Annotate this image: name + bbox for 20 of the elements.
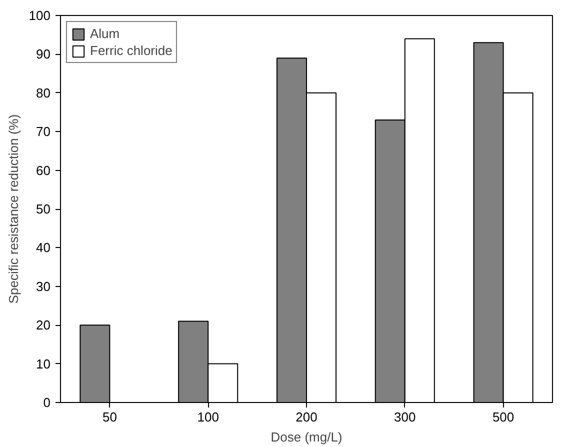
x-tick-label: 500 [492,410,514,424]
x-tick-label: 50 [102,410,117,424]
x-tick-label: 300 [394,410,416,424]
x-tick-label: 100 [197,410,219,424]
y-tick-label: 90 [36,46,51,62]
y-tick-label: 40 [36,240,51,256]
y-axis-title: Specific resistance reduction (%) [6,114,21,304]
y-tick-label: 70 [36,124,51,140]
x-tick-label: 200 [296,410,318,424]
y-tick-label: 100 [28,8,51,23]
y-tick-label: 50 [36,202,51,216]
y-tick-label: 20 [36,318,51,333]
x-axis-title: Dose (mg/L) [270,430,342,444]
legend-label: Ferric chloride [90,43,172,58]
y-tick-label: 30 [36,278,51,294]
legend-label: Alum [90,26,120,41]
y-tick-label: 60 [36,162,51,178]
y-tick-label: 80 [36,85,51,100]
y-tick-label: 0 [43,395,51,410]
y-tick-label: 10 [36,356,51,372]
